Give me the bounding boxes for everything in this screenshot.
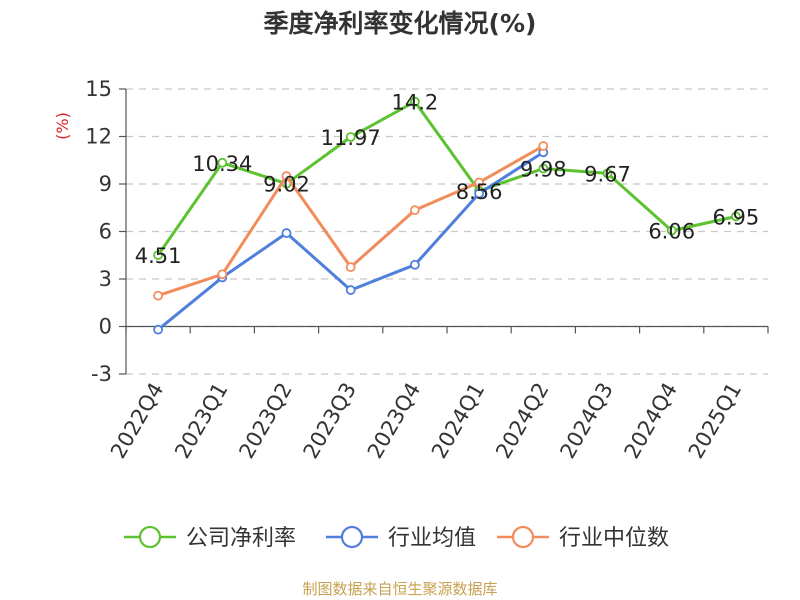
x-tick-label: 2023Q4 — [363, 379, 425, 463]
x-tick-label: 2023Q3 — [299, 379, 361, 463]
source-note: 制图数据来自恒生聚源数据库 — [302, 580, 497, 598]
data-point — [345, 262, 356, 273]
data-label: 11.97 — [321, 126, 381, 150]
data-label: 14.2 — [392, 91, 439, 115]
data-point — [474, 177, 485, 188]
y-tick-label: 9 — [99, 172, 112, 196]
data-point — [731, 211, 741, 222]
data-point — [281, 228, 292, 238]
data-label: 9.98 — [520, 157, 567, 181]
legend-item-2[interactable]: 行业中位数 — [497, 525, 669, 551]
data-labels: 4.51 10.34 9.02 11.97 14.2 8.56 9.98 9.67 6.06 6.… — [135, 91, 760, 268]
data-point — [217, 157, 228, 168]
data-label: 10.34 — [192, 152, 252, 176]
axes — [119, 88, 769, 375]
data-point — [153, 324, 164, 335]
legend-item-1[interactable]: 行业均值 — [326, 525, 476, 551]
data-label: 6.95 — [713, 205, 760, 229]
legend-marker-icon — [511, 525, 535, 549]
data-label: 8.56 — [456, 180, 503, 204]
data-point — [217, 269, 228, 280]
data-label: 6.06 — [648, 220, 695, 244]
data-point — [666, 225, 677, 236]
x-tick-label: 2023Q2 — [234, 379, 296, 463]
data-label: 4.51 — [135, 244, 182, 268]
legend-label: 公司净利率 — [186, 526, 296, 551]
legend-marker-icon — [138, 525, 162, 549]
x-tick-label: 2023Q1 — [170, 379, 232, 463]
data-label: 9.67 — [584, 162, 631, 186]
data-label: 9.02 — [263, 173, 310, 197]
x-tick-labels: 2022Q4 2023Q1 2023Q2 2023Q3 2023Q4 2024Q1 2024… — [106, 378, 746, 462]
y-tick-label: 15 — [85, 77, 112, 101]
data-point — [538, 163, 549, 174]
data-point — [345, 285, 356, 295]
data-point — [409, 205, 420, 216]
data-point — [153, 250, 164, 260]
x-tick-label: 2024Q1 — [427, 378, 489, 462]
y-tick-label: 0 — [99, 315, 112, 339]
y-tick-labels: 15 12 9 6 3 0 -3 — [85, 77, 112, 386]
data-point — [474, 188, 485, 199]
y-axis-unit: (%) — [53, 112, 72, 140]
legend[interactable]: 公司净利率 行业均值 行业中位数 — [124, 525, 669, 551]
data-point — [409, 96, 420, 107]
data-point — [538, 141, 549, 151]
chart-title: 季度净利率变化情况(%) — [264, 9, 537, 38]
legend-label: 行业中位数 — [559, 526, 669, 551]
y-tick-label: 12 — [85, 125, 112, 149]
data-point — [281, 171, 292, 181]
legend-item-0[interactable]: 公司净利率 — [124, 525, 296, 551]
data-point — [153, 290, 164, 301]
y-tick-label: 3 — [99, 267, 112, 291]
y-tick-label: -3 — [91, 362, 112, 386]
x-tick-label: 2024Q3 — [555, 379, 617, 463]
y-tick-label: 6 — [99, 220, 112, 244]
x-tick-label: 2024Q2 — [491, 379, 553, 463]
series-layer — [153, 96, 741, 335]
data-point — [409, 259, 420, 270]
legend-label: 行业均值 — [388, 526, 476, 551]
legend-marker-icon — [340, 525, 364, 549]
x-tick-label: 2022Q4 — [106, 379, 168, 463]
x-tick-label: 2025Q1 — [684, 379, 746, 463]
x-tick-label: 2024Q4 — [620, 379, 682, 463]
data-point — [345, 132, 356, 142]
series-line-0 — [156, 100, 737, 256]
data-point — [602, 168, 613, 179]
